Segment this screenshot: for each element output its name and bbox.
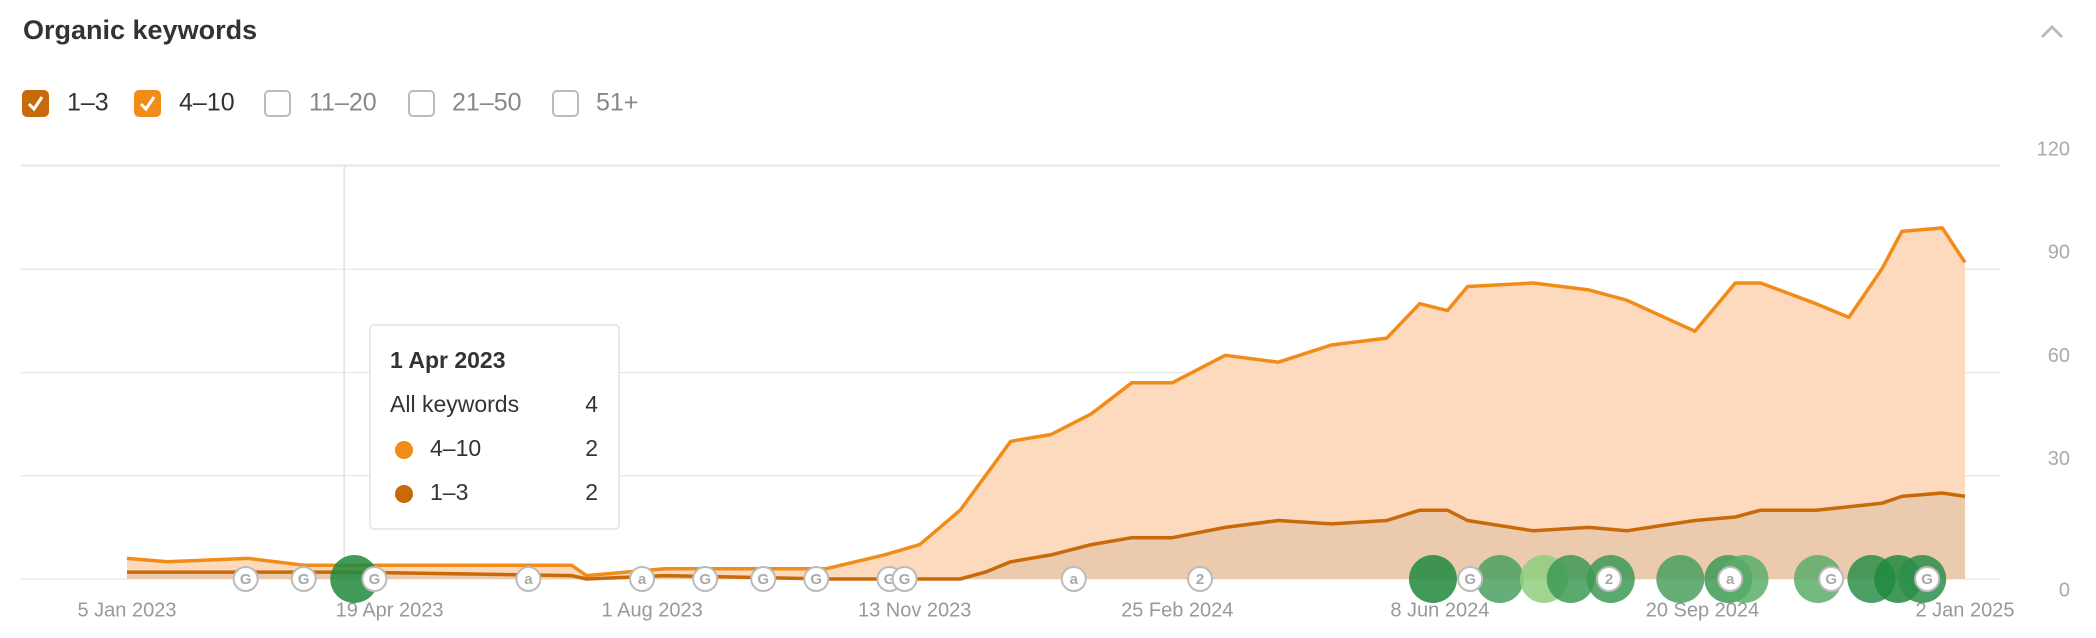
tooltip-series-value: 2 — [585, 435, 598, 461]
update-marker-label: G — [1921, 571, 1933, 588]
tooltip-box — [369, 324, 620, 530]
y-tick-label: 90 — [2048, 242, 2070, 264]
tooltip-swatch — [395, 485, 413, 503]
update-marker[interactable] — [750, 566, 777, 592]
update-marker-label: G — [369, 571, 381, 588]
tooltip-series-value: 2 — [585, 479, 598, 505]
x-tick-label: 25 Feb 2024 — [1121, 599, 1233, 621]
update-marker[interactable] — [1818, 566, 1845, 592]
y-tick-label: 120 — [2037, 138, 2070, 160]
y-tick-label: 30 — [2048, 448, 2070, 470]
update-marker-label: G — [1825, 571, 1837, 588]
line-1-3 — [127, 491, 1966, 581]
update-marker-label: G — [884, 571, 896, 588]
update-marker[interactable] — [290, 566, 317, 592]
update-marker[interactable] — [1596, 566, 1623, 592]
check-mark — [139, 96, 156, 112]
update-marker-label: G — [699, 571, 711, 588]
event-bubble[interactable] — [1408, 555, 1457, 603]
x-tick-label: 5 Jan 2023 — [78, 599, 177, 621]
update-marker-label: G — [899, 571, 911, 588]
update-marker-label: G — [240, 571, 252, 588]
y-tick-label: 0 — [2059, 579, 2070, 601]
update-marker[interactable] — [515, 566, 542, 592]
filter-checkbox[interactable] — [22, 90, 49, 117]
tooltip-total-label: All keywords — [390, 391, 519, 417]
tooltip-swatch — [395, 441, 413, 459]
update-marker[interactable] — [1060, 566, 1087, 592]
event-bubble[interactable] — [330, 555, 379, 603]
tooltip-date: 1 Apr 2023 — [390, 347, 506, 373]
x-tick-label: 8 Jun 2024 — [1390, 599, 1489, 621]
filter-label[interactable]: 51+ — [596, 89, 638, 117]
update-marker-label: G — [1464, 571, 1476, 588]
tooltip-series-name: 4–10 — [430, 435, 481, 461]
update-marker-label: 2 — [1196, 571, 1204, 588]
filter-label[interactable]: 1–3 — [67, 89, 109, 117]
update-marker[interactable] — [1457, 566, 1484, 592]
filter-checkbox[interactable] — [552, 90, 579, 117]
update-marker[interactable] — [692, 566, 719, 592]
x-tick-label: 13 Nov 2023 — [858, 599, 971, 621]
x-tick-label: 20 Sep 2024 — [1646, 599, 1759, 621]
update-marker-label: 2 — [1605, 571, 1613, 588]
event-bubble[interactable] — [1656, 555, 1705, 603]
tooltip-total: 4 — [585, 391, 598, 417]
event-bubble[interactable] — [1546, 555, 1595, 603]
filter-label[interactable]: 11–20 — [309, 89, 377, 117]
update-marker-label: G — [757, 571, 769, 588]
update-marker[interactable] — [1187, 566, 1214, 592]
event-bubble[interactable] — [1475, 555, 1524, 603]
area-4-10 — [127, 227, 1965, 579]
update-marker-label: a — [1726, 571, 1735, 588]
tooltip-series-name: 1–3 — [430, 479, 468, 505]
update-marker-label: a — [524, 571, 533, 588]
collapse-chevron[interactable] — [2040, 24, 2064, 39]
update-marker[interactable] — [1717, 566, 1744, 592]
line-4-10 — [126, 226, 1967, 578]
x-tick-label: 1 Aug 2023 — [602, 599, 703, 621]
filter-checkbox[interactable] — [408, 90, 435, 117]
tooltip: 1 Apr 2023 All keywords 4 4–10 2 1–3 2 — [369, 324, 620, 530]
filter-checkbox[interactable] — [134, 90, 161, 117]
update-marker-label: G — [810, 571, 822, 588]
filter-label[interactable]: 4–10 — [179, 89, 235, 117]
x-tick-label: 19 Apr 2023 — [336, 599, 444, 621]
update-marker[interactable] — [891, 566, 918, 592]
filter-label[interactable]: 21–50 — [452, 89, 522, 117]
update-marker[interactable] — [361, 566, 388, 592]
update-marker-label: a — [638, 571, 647, 588]
y-tick-label: 60 — [2048, 345, 2070, 367]
x-tick-label: 2 Jan 2025 — [1916, 599, 2015, 621]
update-marker[interactable] — [629, 566, 656, 592]
check-mark — [27, 96, 44, 112]
update-marker-label: a — [1070, 571, 1079, 588]
widget-title: Organic keywords — [23, 15, 257, 45]
filter-checkbox[interactable] — [264, 90, 291, 117]
update-marker[interactable] — [803, 566, 830, 592]
update-marker-label: G — [298, 571, 310, 588]
update-marker[interactable] — [1914, 566, 1941, 592]
update-marker[interactable] — [232, 566, 259, 592]
